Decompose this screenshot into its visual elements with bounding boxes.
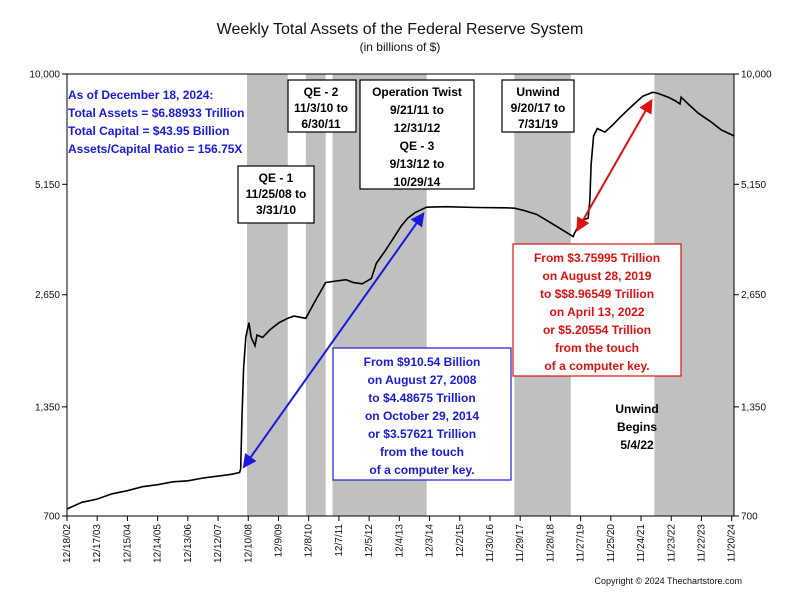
twist-qe3-label-line: 9/21/11 to <box>390 103 444 117</box>
y-tick-label-right: 10,000 <box>741 70 772 81</box>
y-tick-label-right: 1,350 <box>741 402 766 413</box>
y-axes: 700 700 1,350 1,350 2,650 2,650 5,150 5,150 10,0… <box>29 70 772 523</box>
x-tick-label: 12/8/10 <box>304 524 315 558</box>
qe2-label: QE - 2 11/3/10 to 6/30/11 <box>287 79 357 133</box>
y-tick-label-right: 5,150 <box>741 180 766 191</box>
unwind-begins-label-line: Begins <box>617 420 657 434</box>
blue-note-line: from the touch <box>380 445 464 459</box>
blue-note-line: to $4.48675 Trillion <box>368 391 475 405</box>
twist-qe3-label-line: 12/31/12 <box>394 121 441 135</box>
blue-note-line: or $3.57621 Trillion <box>368 427 476 441</box>
x-tick-label: 11/25/20 <box>606 524 617 563</box>
unwind-label-box <box>501 79 575 133</box>
x-tick-label: 11/23/22 <box>666 524 677 563</box>
red-note-line: on August 28, 2019 <box>543 269 652 283</box>
unwind-label-line: 9/20/17 to <box>511 101 566 115</box>
summary-text-line: Assets/Capital Ratio = 156.75X <box>68 142 242 156</box>
x-tick-label: 12/2/15 <box>455 524 466 558</box>
x-tick-label: 11/20/24 <box>727 524 738 563</box>
red-note-line: to $$8.96549 Trillion <box>540 287 654 301</box>
shaded-period-0 <box>247 74 288 516</box>
y-tick-label-left: 700 <box>43 512 60 523</box>
qe2-label-line: QE - 2 <box>304 85 339 99</box>
x-tick-label: 11/27/19 <box>576 524 587 563</box>
x-tick-label: 12/17/03 <box>92 524 103 563</box>
twist-qe3-label-line: Operation Twist <box>372 85 462 99</box>
red-note-box <box>512 243 682 377</box>
summary-text-line: As of December 18, 2024: <box>68 88 213 102</box>
shaded-period-1 <box>305 74 326 516</box>
qe2-label-line: 6/30/11 <box>301 117 341 131</box>
copyright: Copyright © 2024 Thechartstore.com <box>594 576 742 586</box>
x-tick-label: 11/29/17 <box>515 524 526 563</box>
qe1-label-line: 3/31/10 <box>256 203 296 217</box>
qe1-label-box <box>237 165 315 224</box>
x-tick-label: 11/30/16 <box>485 524 496 563</box>
red-note-line: or $5.20554 Trillion <box>543 323 651 337</box>
x-tick-label: 11/24/21 <box>636 524 647 563</box>
summary-text-line: Total Assets = $6.88933 Trillion <box>68 106 244 120</box>
blue-note-line: on October 29, 2014 <box>365 409 479 423</box>
unwind-begins-label: Unwind Begins 5/4/22 <box>615 402 658 452</box>
x-tick-label: 12/15/04 <box>122 524 133 563</box>
x-tick-label: 12/14/05 <box>153 524 164 563</box>
red-note-line: From $3.75995 Trillion <box>534 251 660 265</box>
unwind-label-line: Unwind <box>516 85 559 99</box>
blue-note-line: of a computer key. <box>369 463 474 477</box>
red-note-line: of a computer key. <box>544 359 649 373</box>
x-tick-label: 12/9/09 <box>273 524 284 558</box>
twist-qe3-label-line: QE - 3 <box>400 139 435 153</box>
red-arrow <box>576 98 653 232</box>
qe2-label-line: 11/3/10 to <box>294 101 348 115</box>
unwind-begins-label-line: Unwind <box>615 402 658 416</box>
red-note-line: on April 13, 2022 <box>550 305 645 319</box>
qe1-label-line: QE - 1 <box>259 171 294 185</box>
blue-note-line: From $910.54 Billion <box>364 355 481 369</box>
x-tick-label: 12/10/08 <box>243 524 254 563</box>
red-note-line: from the touch <box>555 341 639 355</box>
y-tick-label-left: 10,000 <box>29 70 60 81</box>
blue-note: From $910.54 Billion on August 27, 2008 to… <box>332 347 512 481</box>
annotations: As of December 18, 2024: Total Assets = $… <box>68 79 682 481</box>
x-tick-label: 11/28/18 <box>545 524 556 563</box>
x-tick-label: 12/18/02 <box>62 524 73 563</box>
qe1-label-line: 11/25/08 to <box>246 187 307 201</box>
twist-qe3-label-box <box>359 79 475 190</box>
summary-text: As of December 18, 2024: Total Assets = $… <box>68 88 244 156</box>
y-tick-label-left: 2,650 <box>35 290 60 301</box>
blue-note-line: on August 27, 2008 <box>368 373 477 387</box>
x-tick-label: 12/3/14 <box>425 524 436 558</box>
red-note: From $3.75995 Trillion on August 28, 2019… <box>512 243 682 377</box>
y-tick-label-left: 1,350 <box>35 402 60 413</box>
y-tick-label-right: 2,650 <box>741 290 766 301</box>
blue-arrow <box>242 212 425 469</box>
x-tick-label: 12/4/13 <box>394 524 405 558</box>
x-tick-label: 12/7/11 <box>334 524 345 557</box>
qe1-label: QE - 1 11/25/08 to 3/31/10 <box>237 165 315 224</box>
twist-qe3-label: Operation Twist 9/21/11 to 12/31/12 QE - 3 9… <box>359 79 475 190</box>
twist-qe3-label-line: 10/29/14 <box>394 175 441 189</box>
y-tick-label-right: 700 <box>741 512 758 523</box>
y-tick-label-left: 5,150 <box>35 180 60 191</box>
x-tick-label: 12/13/06 <box>183 524 194 563</box>
chart-subtitle: (in billions of $) <box>360 40 441 54</box>
chart-title: Weekly Total Assets of the Federal Reser… <box>217 21 584 38</box>
summary-text-line: Total Capital = $43.95 Billion <box>68 124 230 138</box>
x-tick-label: 12/12/07 <box>213 524 224 563</box>
unwind-begins-label-line: 5/4/22 <box>620 438 654 452</box>
x-tick-label: 11/22/23 <box>696 524 707 563</box>
unwind-label-line: 7/31/19 <box>518 117 558 131</box>
blue-note-box <box>332 347 512 481</box>
qe2-label-box <box>287 79 357 133</box>
x-axis: 12/18/02 12/17/03 12/15/04 12/14/05 12/13/06… <box>62 516 738 563</box>
twist-qe3-label-line: 9/13/12 to <box>390 157 445 171</box>
unwind-label: Unwind 9/20/17 to 7/31/19 <box>501 79 575 133</box>
x-tick-label: 12/5/12 <box>364 524 375 558</box>
